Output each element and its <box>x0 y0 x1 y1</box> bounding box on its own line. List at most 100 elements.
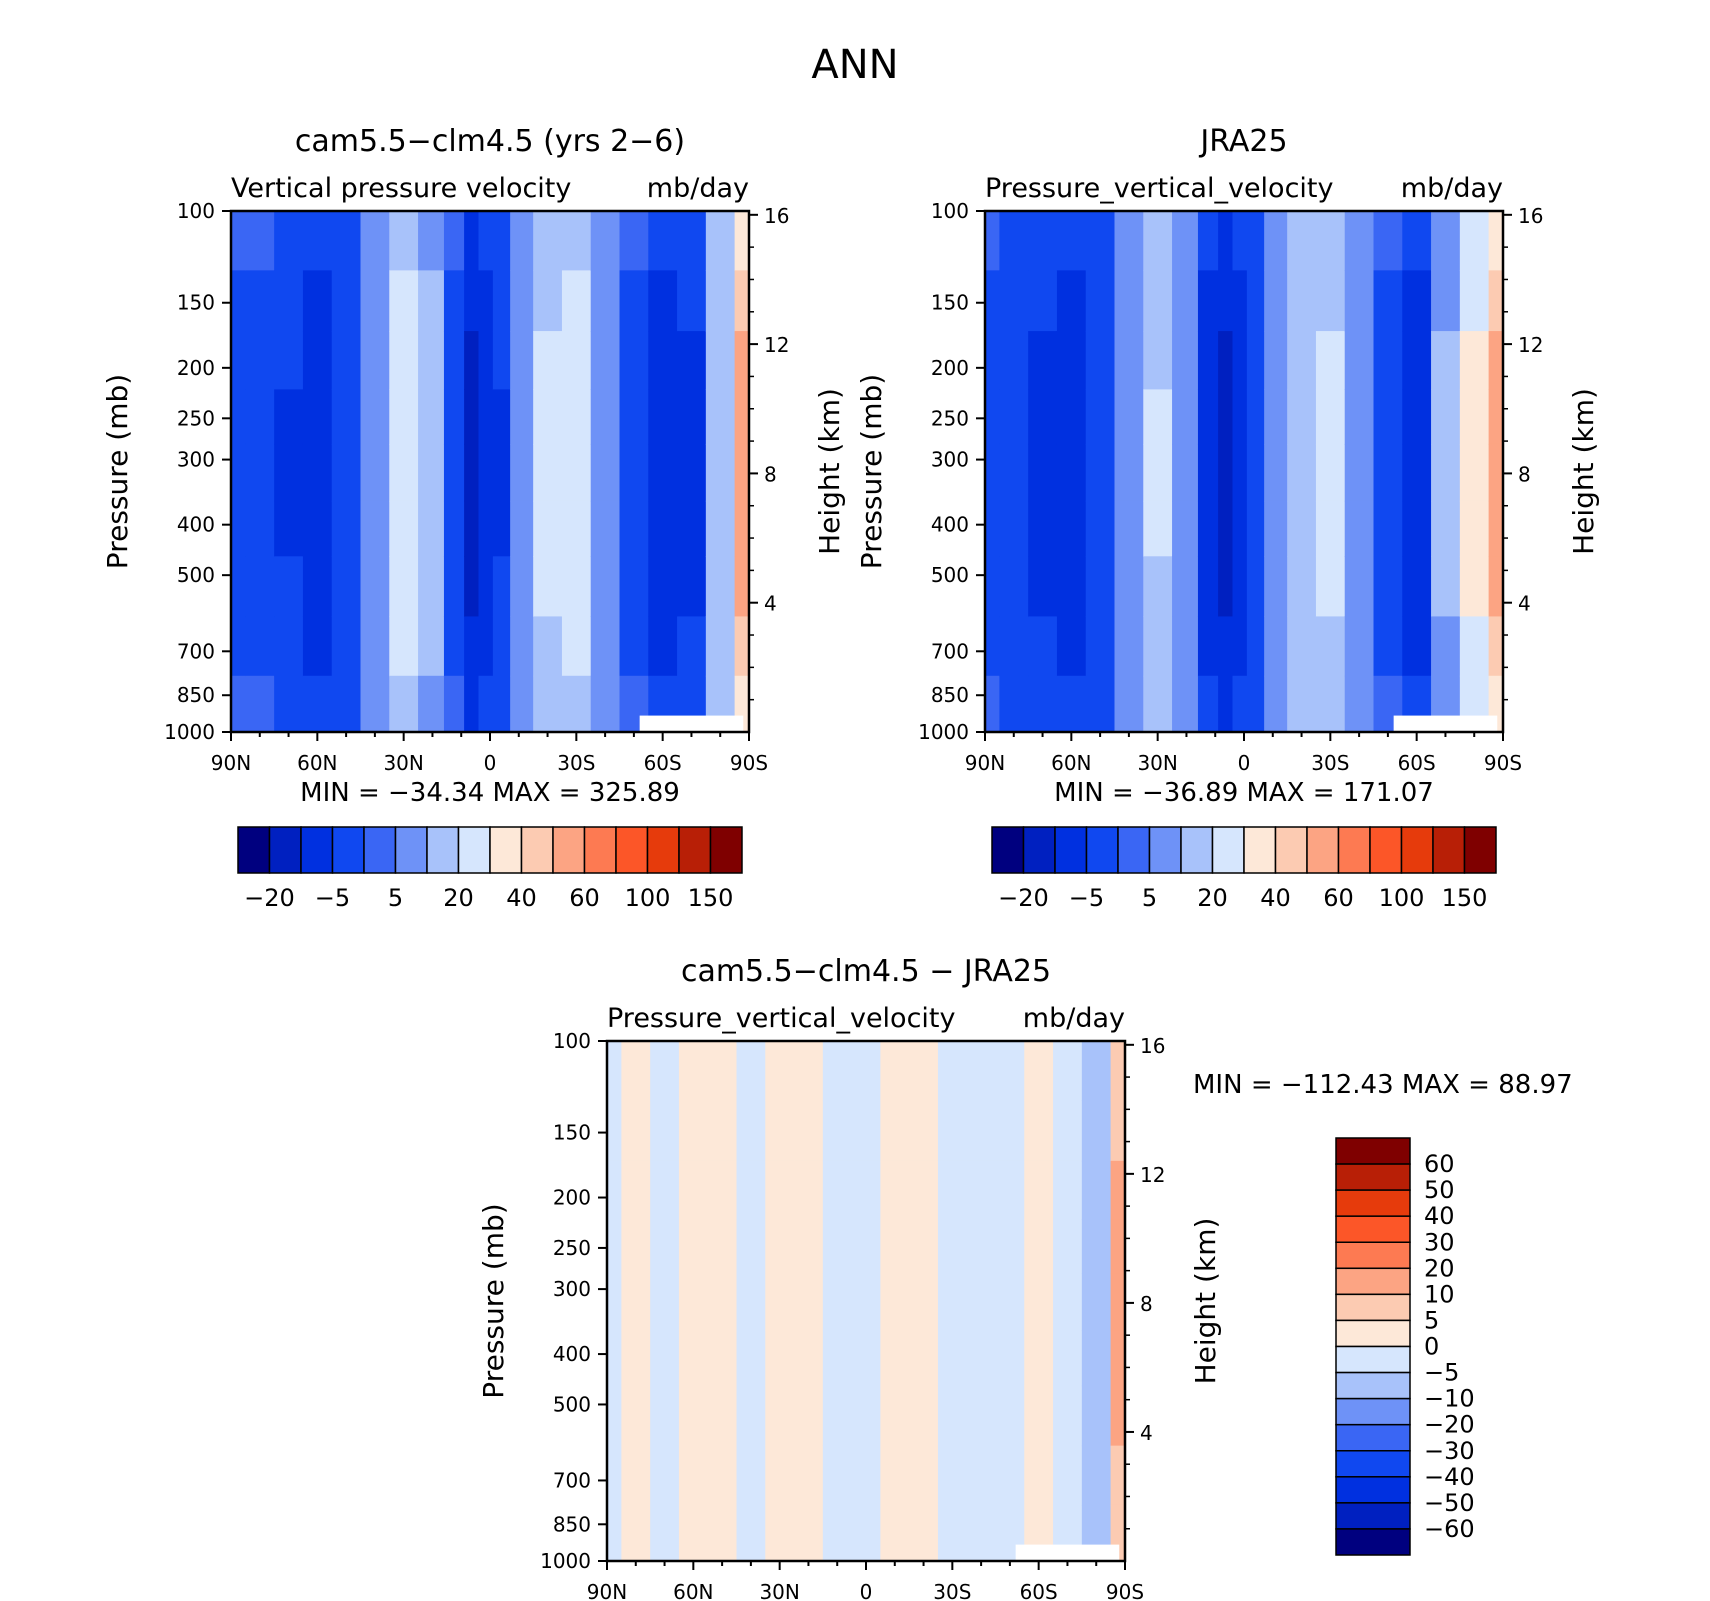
field-cell <box>677 616 707 677</box>
field-cell <box>966 1385 997 1447</box>
field-cell <box>274 443 304 502</box>
field-cell <box>302 389 333 445</box>
colorbar-swatch <box>1180 826 1214 874</box>
field-cell <box>1431 270 1461 332</box>
min-max-label: MIN = −34.34 MAX = 325.89 <box>300 778 680 808</box>
field-cell <box>360 331 390 391</box>
field-cell <box>1028 556 1058 618</box>
colorbar-label: −20 <box>998 884 1049 912</box>
field-cell <box>464 616 480 677</box>
colorbar-swatch <box>1211 826 1245 874</box>
field-cell <box>231 616 246 677</box>
colorbar-label: −50 <box>1424 1489 1475 1517</box>
field-cell <box>607 1219 622 1275</box>
colorbar-swatch <box>1463 826 1497 874</box>
field-cell <box>966 1504 997 1562</box>
x-tick-label: 60N <box>297 751 337 775</box>
field-cell <box>1197 270 1219 332</box>
field-cell <box>331 675 362 733</box>
colorbar-swatch <box>678 826 712 874</box>
field-cell <box>937 1504 968 1562</box>
field-cell <box>985 331 1000 391</box>
field-cell <box>1056 331 1087 391</box>
panel-units: mb/day <box>647 173 749 204</box>
field-cell <box>1197 331 1219 391</box>
field-cell <box>765 1385 795 1447</box>
field-cell <box>1344 500 1375 557</box>
field-cell <box>794 1330 824 1387</box>
field-cell <box>1114 616 1144 677</box>
field-cell <box>590 270 621 332</box>
field-cell <box>707 1160 738 1220</box>
field-cell <box>650 1100 680 1162</box>
field-cell <box>650 1041 680 1101</box>
field-cell <box>607 1273 622 1331</box>
field-cell <box>331 331 362 391</box>
x-tick-label: 30N <box>1137 751 1177 775</box>
field-cell <box>1197 211 1219 271</box>
field-cell <box>492 443 511 502</box>
field-cell <box>650 1445 680 1506</box>
field-cell <box>478 270 494 332</box>
field-cell <box>937 1160 968 1220</box>
field-cell <box>1264 675 1288 733</box>
colorbar-label: 5 <box>1424 1306 1439 1334</box>
field-cell <box>985 616 1000 677</box>
field-cell <box>1459 616 1490 677</box>
field-cell <box>1056 556 1087 618</box>
field-cell <box>360 443 390 502</box>
field-cell <box>331 389 362 445</box>
field-cell <box>607 1100 622 1162</box>
field-cell <box>1344 270 1375 332</box>
field-cell <box>1232 675 1248 733</box>
field-cell <box>1232 211 1248 271</box>
height-tick-label: 12 <box>764 333 789 357</box>
field-cell <box>418 389 445 445</box>
field-cell <box>389 675 419 733</box>
field-cell <box>1402 500 1432 557</box>
field-cell <box>478 675 494 733</box>
field-cell <box>443 500 465 557</box>
height-tick-label: 12 <box>1518 333 1543 357</box>
colorbar-label: −5 <box>1424 1359 1459 1387</box>
field-cell <box>1085 616 1116 677</box>
field-cell <box>1172 500 1199 557</box>
field-cell <box>999 556 1029 618</box>
field-cell <box>418 211 445 271</box>
field-cell <box>1110 1100 1126 1162</box>
field-cell <box>360 616 390 677</box>
colorbar-label: −5 <box>315 884 350 912</box>
field-cell <box>492 500 511 557</box>
field-cell <box>1081 1330 1112 1387</box>
field-cell <box>937 1385 968 1447</box>
field-cell <box>561 270 592 332</box>
field-cell <box>443 556 465 618</box>
figure-title: ANN <box>811 42 898 88</box>
colorbar-swatch <box>1335 1345 1411 1374</box>
field-cell <box>1110 1330 1126 1387</box>
field-cell <box>231 331 246 391</box>
colorbar-label: 5 <box>388 884 403 912</box>
field-cell <box>851 1219 881 1275</box>
colorbar-swatch <box>1335 1528 1411 1556</box>
field-cell <box>389 500 419 557</box>
field-cell <box>999 389 1029 445</box>
field-cell <box>678 1160 709 1220</box>
field-cell <box>1264 270 1288 332</box>
field-cell <box>734 211 750 271</box>
colorbar-label: 150 <box>1442 884 1488 912</box>
field-cell <box>621 1330 651 1387</box>
x-tick-label: 0 <box>1238 751 1251 775</box>
colorbar-label: −10 <box>1424 1385 1475 1413</box>
field-cell <box>851 1330 881 1387</box>
field-cell <box>705 556 736 618</box>
colorbar-swatch <box>1306 826 1340 874</box>
field-cell <box>302 675 333 733</box>
field-cell <box>1315 443 1346 502</box>
field-cell <box>360 556 390 618</box>
field-cell <box>510 443 534 502</box>
field-cell <box>851 1273 881 1331</box>
field-cell <box>1402 211 1432 271</box>
field-cell <box>245 270 275 332</box>
field-cell <box>561 331 592 391</box>
